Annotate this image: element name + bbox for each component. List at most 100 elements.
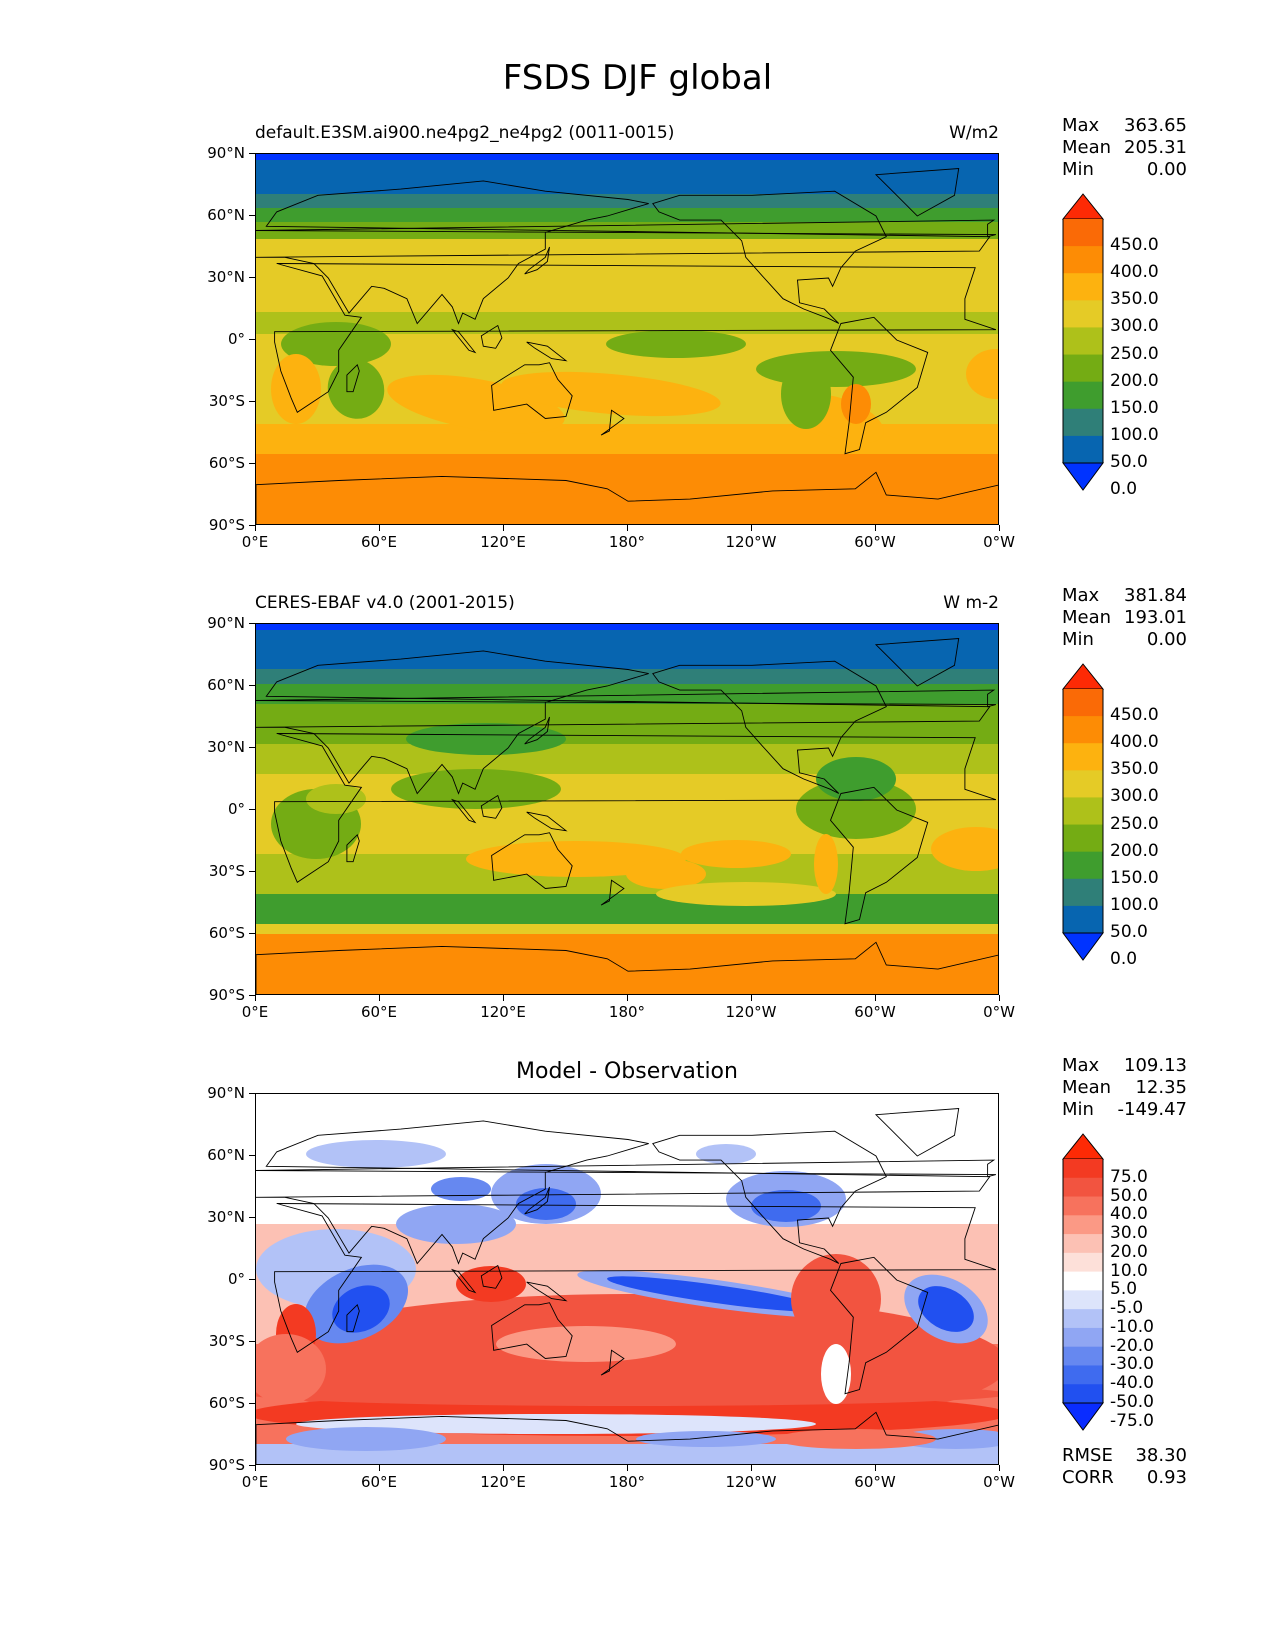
colorbar-tick-label: 30.0: [1110, 1223, 1148, 1244]
lat-tick: [249, 995, 255, 996]
lat-tick: [249, 623, 255, 624]
colorbar-outline: [1062, 1159, 1104, 1403]
lon-tick-label: 0°W: [983, 1003, 1015, 1021]
coastline-2: [491, 832, 573, 889]
coastline-5: [874, 168, 960, 217]
stat-value: 193.01: [1124, 607, 1187, 628]
lon-tick-label: 0°W: [983, 1473, 1015, 1491]
lon-tick: [503, 525, 504, 531]
colorbar-tick-label: 450.0: [1110, 235, 1159, 256]
lon-tick-label: 0°E: [241, 533, 269, 551]
colorbar-tick-label: 100.0: [1110, 424, 1159, 445]
coastline-8: [524, 716, 550, 745]
colorbar-segment: [1063, 300, 1103, 328]
lon-tick-label: 180°: [608, 533, 646, 551]
coastline-6: [256, 471, 998, 524]
stat-label: Max: [1062, 585, 1100, 606]
lat-tick-label: 0°: [227, 1270, 245, 1288]
colorbar-tick-label: -75.0: [1110, 1410, 1154, 1431]
colorbar-tick-label: -30.0: [1110, 1354, 1154, 1375]
colorbar-segment: [1063, 743, 1103, 771]
lon-tick: [627, 525, 628, 531]
field-patch-5: [816, 757, 896, 801]
field-band-2: [256, 194, 998, 208]
field-patch-16: [306, 1140, 446, 1168]
lat-tick: [249, 747, 255, 748]
colorbar-segment: [1063, 1309, 1103, 1329]
colorbar-segment: [1063, 797, 1103, 826]
field-patch-9: [626, 859, 706, 889]
colorbar-extend-top: [1061, 663, 1105, 690]
stat-label: Mean: [1062, 607, 1112, 628]
coastline-13: [451, 328, 477, 354]
coastline-7: [346, 363, 360, 393]
coastline-1: [256, 650, 991, 795]
coastline-9: [480, 1264, 503, 1289]
lon-tick: [379, 995, 380, 1001]
lon-tick: [999, 995, 1000, 1001]
field-patch-7: [681, 840, 791, 868]
stat-value: 381.84: [1124, 585, 1187, 606]
field-band-0: [256, 154, 998, 160]
colorbar-outline: [1062, 219, 1104, 463]
coastline-0: [274, 1203, 997, 1353]
lat-tick: [249, 401, 255, 402]
colorbar-tick-label: 350.0: [1110, 289, 1159, 310]
field-patch-11: [751, 1190, 821, 1222]
lat-tick-label: 60°S: [208, 1394, 245, 1412]
field-band-1: [256, 160, 998, 194]
lat-tick: [249, 153, 255, 154]
lon-tick-label: 60°E: [360, 1003, 398, 1021]
field-patch-6: [396, 1204, 516, 1244]
field-patch-21: [791, 1254, 881, 1344]
colorbar-segment: [1063, 273, 1103, 301]
lon-tick-label: 60°E: [360, 533, 398, 551]
colorbar-tick-label: -20.0: [1110, 1335, 1154, 1356]
colorbar-tick-label: 250.0: [1110, 813, 1159, 834]
stat-value: 363.65: [1124, 115, 1187, 136]
colorbar-tick-label: 350.0: [1110, 759, 1159, 780]
field-patch-28: [256, 1334, 326, 1404]
field-patch-1: [327, 359, 385, 419]
colorbar-segment: [1063, 905, 1103, 934]
colorbar-tick-label: 150.0: [1110, 397, 1159, 418]
colorbar-tick-label: 5.0: [1110, 1279, 1138, 1300]
lat-tick: [249, 1403, 255, 1404]
lon-tick: [503, 1465, 504, 1471]
panel-units: W m-2: [943, 593, 999, 613]
colorbar-tick-label: 0.0: [1110, 949, 1138, 970]
stat-row: Min -149.47: [1062, 1099, 1187, 1121]
field-patch-8: [966, 349, 998, 399]
colorbar-segment: [1063, 1177, 1103, 1198]
colorbar-segment: [1063, 1365, 1103, 1385]
colorbar-segment: [1063, 1234, 1103, 1254]
lat-tick-label: 0°: [227, 800, 245, 818]
stat-row: Mean 193.01: [1062, 607, 1187, 629]
field-patch-23: [296, 1414, 816, 1434]
stat-row: Max 363.65: [1062, 115, 1187, 137]
colorbar-tick-label: 40.0: [1110, 1204, 1148, 1225]
lat-tick-label: 30°N: [207, 738, 245, 756]
lat-tick-label: 90°N: [207, 614, 245, 632]
coastline-5: [874, 638, 960, 687]
metric-value: 0.93: [1146, 1467, 1187, 1488]
lat-tick-label: 90°N: [207, 1084, 245, 1102]
coastline-6: [256, 1411, 998, 1464]
stat-label: Mean: [1062, 137, 1112, 158]
coastline-3: [652, 1130, 887, 1264]
field-patch-27: [776, 1429, 936, 1449]
lon-tick: [875, 995, 876, 1001]
lat-tick: [249, 277, 255, 278]
stat-value: 205.31: [1124, 137, 1187, 158]
colorbar-segment: [1063, 1159, 1103, 1179]
lon-tick: [379, 525, 380, 531]
colorbar-segment: [1063, 1384, 1103, 1404]
lon-tick: [627, 995, 628, 1001]
panel-units: W/m2: [949, 123, 999, 143]
stat-row: Min 0.00: [1062, 159, 1187, 181]
coastline-8: [524, 1186, 550, 1215]
figure-title: FSDS DJF global: [502, 58, 773, 98]
coastline-2: [491, 1302, 573, 1359]
lon-tick-label: 120°W: [725, 533, 777, 551]
colorbar-outline: [1062, 689, 1104, 933]
